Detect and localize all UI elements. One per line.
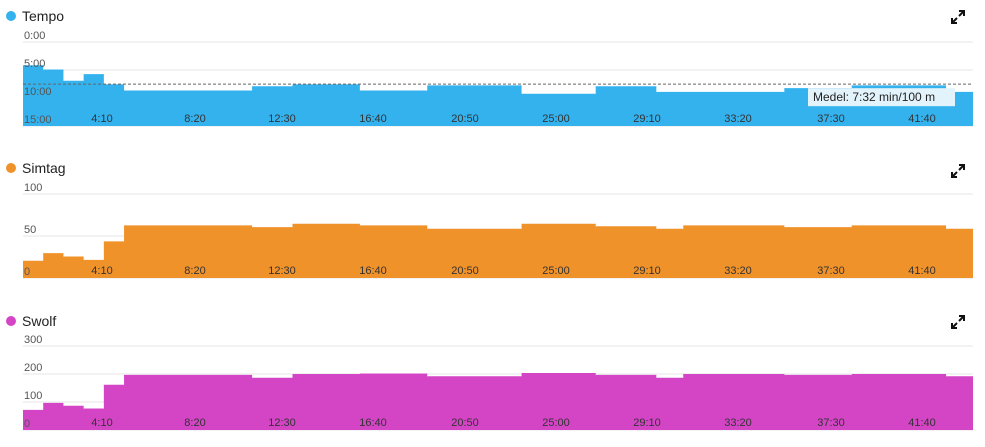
chart-panel-tempo: Tempo 0:00 5:00 10:00 15:00 4:10 8:20 12:30 16:… bbox=[0, 0, 985, 145]
x-tick-label: 29:10 bbox=[633, 113, 661, 125]
x-tick-label: 20:50 bbox=[451, 265, 479, 277]
chart-title: Simtag bbox=[22, 160, 66, 176]
x-tick-label: 37:30 bbox=[817, 113, 845, 125]
legend-dot-icon bbox=[6, 11, 16, 21]
x-tick-label: 41:40 bbox=[908, 265, 936, 277]
legend-dot-icon bbox=[6, 163, 16, 173]
x-tick-label: 25:00 bbox=[542, 265, 570, 277]
expand-icon[interactable] bbox=[951, 164, 965, 178]
x-tick-label: 41:40 bbox=[908, 113, 936, 125]
y-tick-label: 0 bbox=[24, 266, 30, 278]
x-tick-label: 12:30 bbox=[268, 113, 296, 125]
swolf-chart: 300 200 100 0 4:10 8:20 12:30 16:40 20:50 25:00 29… bbox=[23, 334, 973, 431]
y-tick-label: 100 bbox=[24, 390, 42, 402]
x-tick-label: 33:20 bbox=[724, 417, 752, 429]
simtag-chart: 100 50 0 4:10 8:20 12:30 16:40 20:50 25:00 29:10 3… bbox=[23, 182, 973, 279]
x-tick-label: 25:00 bbox=[542, 417, 570, 429]
chart-panel-swolf: Swolf 300 200 100 0 4:10 8:20 12:30 16:40 20:50 2… bbox=[0, 302, 985, 447]
tempo-chart: 0:00 5:00 10:00 15:00 4:10 8:20 12:30 16:40 20:5… bbox=[23, 30, 973, 127]
y-tick-label: 50 bbox=[24, 224, 36, 236]
x-tick-label: 20:50 bbox=[451, 417, 479, 429]
y-tick-label: 300 bbox=[24, 334, 42, 346]
x-tick-label: 29:10 bbox=[633, 417, 661, 429]
x-tick-label: 33:20 bbox=[724, 113, 752, 125]
chart-title: Swolf bbox=[22, 313, 57, 329]
x-tick-label: 8:20 bbox=[184, 265, 205, 277]
x-tick-label: 41:40 bbox=[908, 417, 936, 429]
average-label: Medel: 7:32 min/100 m bbox=[813, 90, 935, 104]
x-tick-label: 12:30 bbox=[268, 265, 296, 277]
y-tick-label: 15:00 bbox=[24, 114, 52, 126]
x-tick-label: 33:20 bbox=[724, 265, 752, 277]
x-tick-label: 29:10 bbox=[633, 265, 661, 277]
y-tick-label: 10:00 bbox=[24, 86, 52, 98]
x-tick-label: 37:30 bbox=[817, 265, 845, 277]
x-tick-label: 20:50 bbox=[451, 113, 479, 125]
y-tick-label: 5:00 bbox=[24, 58, 45, 70]
x-tick-label: 4:10 bbox=[91, 417, 112, 429]
y-tick-label: 0:00 bbox=[24, 30, 45, 42]
series-area bbox=[23, 224, 973, 278]
x-tick-label: 37:30 bbox=[817, 417, 845, 429]
x-tick-label: 12:30 bbox=[268, 417, 296, 429]
average-label-box bbox=[808, 88, 955, 107]
y-tick-label: 0 bbox=[24, 418, 30, 430]
chart-panel-simtag: Simtag 100 50 0 4:10 8:20 12:30 16:40 20:50 25:0… bbox=[0, 150, 985, 295]
x-tick-label: 8:20 bbox=[184, 113, 205, 125]
chart-title-row: Simtag bbox=[6, 158, 66, 178]
x-tick-label: 4:10 bbox=[91, 265, 112, 277]
expand-icon[interactable] bbox=[951, 315, 965, 329]
legend-dot-icon bbox=[6, 316, 16, 326]
y-tick-label: 200 bbox=[24, 362, 42, 374]
chart-title-row: Tempo bbox=[6, 6, 64, 26]
series-area bbox=[23, 373, 973, 430]
y-tick-label: 100 bbox=[24, 182, 42, 194]
chart-title: Tempo bbox=[22, 8, 65, 24]
chart-title-row: Swolf bbox=[6, 311, 56, 331]
expand-icon[interactable] bbox=[951, 10, 965, 24]
x-tick-label: 4:10 bbox=[91, 113, 112, 125]
x-tick-label: 16:40 bbox=[359, 113, 387, 125]
x-tick-label: 25:00 bbox=[542, 113, 570, 125]
series-area bbox=[23, 65, 973, 126]
x-tick-label: 16:40 bbox=[359, 417, 387, 429]
x-tick-label: 8:20 bbox=[184, 417, 205, 429]
x-tick-label: 16:40 bbox=[359, 265, 387, 277]
